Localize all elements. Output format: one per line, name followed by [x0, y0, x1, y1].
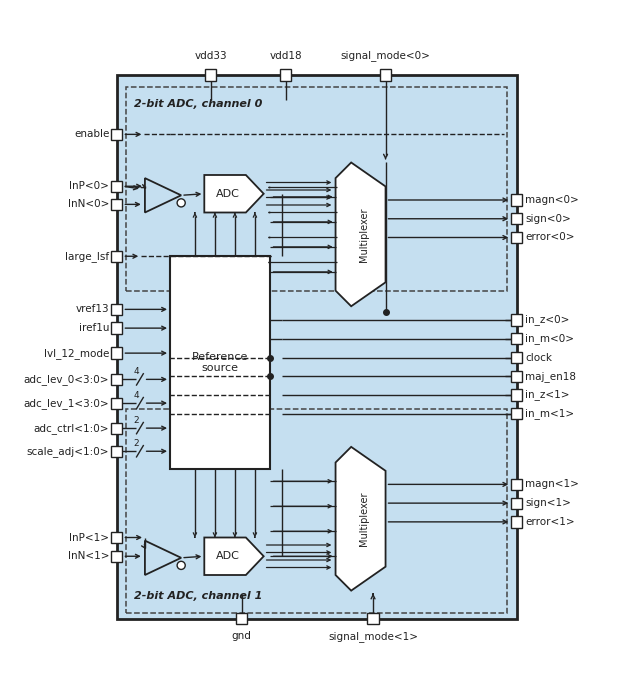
Text: iref1u: iref1u	[79, 323, 109, 333]
Bar	[511, 370, 522, 382]
Text: clock: clock	[525, 353, 552, 363]
Text: magn<1>: magn<1>	[525, 480, 579, 489]
Text: maj_en18: maj_en18	[525, 371, 576, 382]
Bar	[111, 532, 122, 543]
Bar	[111, 374, 122, 385]
Text: enable: enable	[74, 130, 109, 139]
Text: large_lsf: large_lsf	[65, 251, 109, 262]
Text: 2: 2	[134, 440, 139, 448]
Polygon shape	[336, 447, 386, 591]
Text: signal_mode<0>: signal_mode<0>	[341, 50, 430, 61]
Bar	[126, 88, 507, 290]
Text: in_m<0>: in_m<0>	[525, 333, 574, 344]
Text: 4: 4	[134, 368, 139, 377]
Bar	[170, 256, 270, 469]
Bar	[367, 613, 379, 624]
Polygon shape	[204, 538, 264, 575]
Text: vref13: vref13	[76, 304, 109, 314]
Polygon shape	[145, 178, 181, 213]
Text: lvl_12_mode: lvl_12_mode	[44, 348, 109, 358]
Bar	[511, 314, 522, 326]
Bar	[511, 352, 522, 363]
Bar	[111, 551, 122, 562]
Text: 2-bit ADC, channel 0: 2-bit ADC, channel 0	[134, 99, 262, 108]
Bar	[205, 69, 216, 80]
Bar	[111, 181, 122, 192]
Text: in_z<1>: in_z<1>	[525, 389, 570, 400]
Bar	[111, 347, 122, 359]
Bar	[511, 389, 522, 400]
Bar	[511, 498, 522, 509]
Bar	[511, 517, 522, 528]
Text: adc_lev_0<3:0>: adc_lev_0<3:0>	[24, 374, 109, 385]
Text: 4: 4	[134, 391, 139, 400]
Text: scale_adj<1:0>: scale_adj<1:0>	[27, 446, 109, 456]
Bar	[511, 333, 522, 344]
Bar	[380, 69, 391, 80]
Text: error<1>: error<1>	[525, 517, 575, 527]
Text: vdd33: vdd33	[194, 51, 227, 61]
Text: InN<0>: InN<0>	[68, 199, 109, 209]
Text: adc_ctrl<1:0>: adc_ctrl<1:0>	[34, 423, 109, 433]
Bar	[111, 304, 122, 315]
Bar	[511, 213, 522, 225]
Polygon shape	[204, 175, 264, 213]
Circle shape	[177, 199, 185, 207]
Text: adc_lev_1<3:0>: adc_lev_1<3:0>	[24, 398, 109, 409]
Circle shape	[177, 561, 185, 569]
Bar	[111, 398, 122, 409]
Bar	[111, 323, 122, 334]
Text: signal_mode<1>: signal_mode<1>	[328, 631, 418, 642]
Bar	[117, 75, 517, 619]
Text: gnd: gnd	[232, 631, 252, 641]
Text: InN<1>: InN<1>	[68, 552, 109, 561]
Text: 2-bit ADC, channel 1: 2-bit ADC, channel 1	[134, 592, 262, 601]
Text: InP<0>: InP<0>	[69, 181, 109, 191]
Text: 2: 2	[134, 416, 139, 425]
Bar	[111, 446, 122, 457]
Text: vdd18: vdd18	[269, 51, 302, 61]
Bar	[111, 129, 122, 140]
Text: ADC: ADC	[216, 552, 240, 561]
Bar	[511, 232, 522, 243]
Text: sign<0>: sign<0>	[525, 214, 571, 224]
Bar	[111, 251, 122, 262]
Text: ADC: ADC	[216, 189, 240, 199]
Text: error<0>: error<0>	[525, 232, 575, 242]
Polygon shape	[336, 162, 386, 306]
Polygon shape	[145, 540, 181, 575]
Text: magn<0>: magn<0>	[525, 195, 579, 205]
Text: Multiplexer: Multiplexer	[358, 491, 369, 546]
Bar	[511, 195, 522, 206]
Bar	[236, 613, 248, 624]
Text: Reference
source: Reference source	[192, 351, 248, 373]
Bar	[511, 479, 522, 490]
Text: sign<1>: sign<1>	[525, 498, 571, 508]
Bar	[126, 410, 507, 612]
Bar	[511, 408, 522, 419]
Text: in_m<1>: in_m<1>	[525, 408, 574, 419]
Text: Multiplexer: Multiplexer	[358, 207, 369, 262]
Bar	[280, 69, 291, 80]
Text: in_z<0>: in_z<0>	[525, 314, 570, 326]
Bar	[111, 423, 122, 434]
Bar	[111, 199, 122, 210]
Text: InP<1>: InP<1>	[69, 533, 109, 542]
